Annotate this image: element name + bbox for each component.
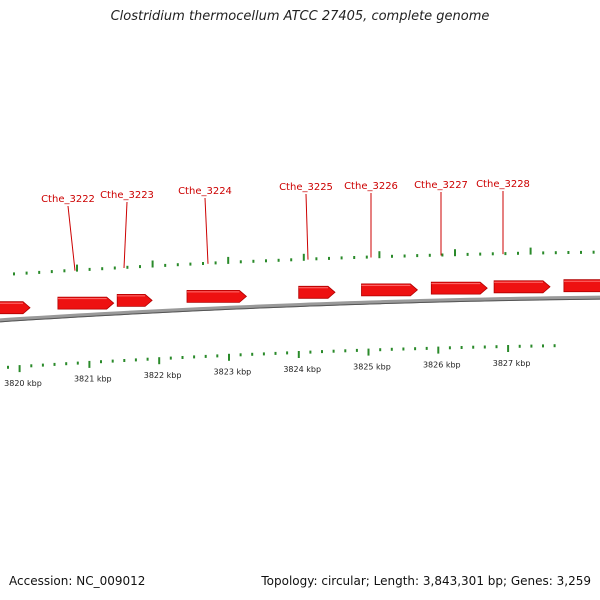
label-leader <box>305 193 309 260</box>
genome-info-text: Topology: circular; Length: 3,843,301 bp… <box>261 574 591 588</box>
scale-ticks-bottom: 3820 kbp 3821 kbp 3822 kbp 3823 kbp 3824 kbp… <box>4 344 556 388</box>
scale-label: 3824 kbp <box>283 365 321 374</box>
gene-arrow <box>563 279 600 293</box>
label-leader <box>123 201 128 269</box>
scale-label: 3823 kbp <box>214 368 252 377</box>
gene-arrow <box>361 283 419 297</box>
scale-label: 3827 kbp <box>493 359 531 368</box>
label-leader <box>204 197 209 264</box>
map-title: Clostridium thermocellum ATCC 27405, com… <box>110 9 490 24</box>
gene-arrow <box>186 290 248 303</box>
gene-track <box>0 279 600 315</box>
genome-backbone <box>0 295 600 323</box>
gc-ticks-top <box>13 247 595 276</box>
backbone-line <box>0 295 600 323</box>
scale-label: 3822 kbp <box>144 371 182 380</box>
gene-arrow <box>430 281 488 295</box>
gene-arrow <box>116 294 153 307</box>
gene-arrow <box>298 285 336 299</box>
gene-label: Cthe_3226 <box>344 181 398 192</box>
gene-arrow <box>493 280 551 294</box>
label-leader <box>67 205 76 271</box>
gene-label: Cthe_3227 <box>414 180 468 191</box>
accession-text: Accession: NC_009012 <box>9 574 146 588</box>
gene-label: Cthe_3228 <box>476 179 530 190</box>
gene-label: Cthe_3222 <box>41 194 95 205</box>
scale-label: 3820 kbp <box>4 379 42 388</box>
scale-label: 3825 kbp <box>353 362 391 371</box>
gene-label: Cthe_3223 <box>100 190 154 201</box>
backbone-shadow <box>0 298 600 323</box>
gene-labels: Cthe_3222 Cthe_3223 Cthe_3224 Cthe_3225 Cthe… <box>41 179 530 271</box>
gene-label: Cthe_3225 <box>279 182 333 193</box>
scale-label: 3826 kbp <box>423 361 461 370</box>
gene-label: Cthe_3224 <box>178 186 232 197</box>
gene-arrow <box>0 301 31 315</box>
scale-label: 3821 kbp <box>74 375 112 384</box>
gene-arrow <box>57 296 115 310</box>
